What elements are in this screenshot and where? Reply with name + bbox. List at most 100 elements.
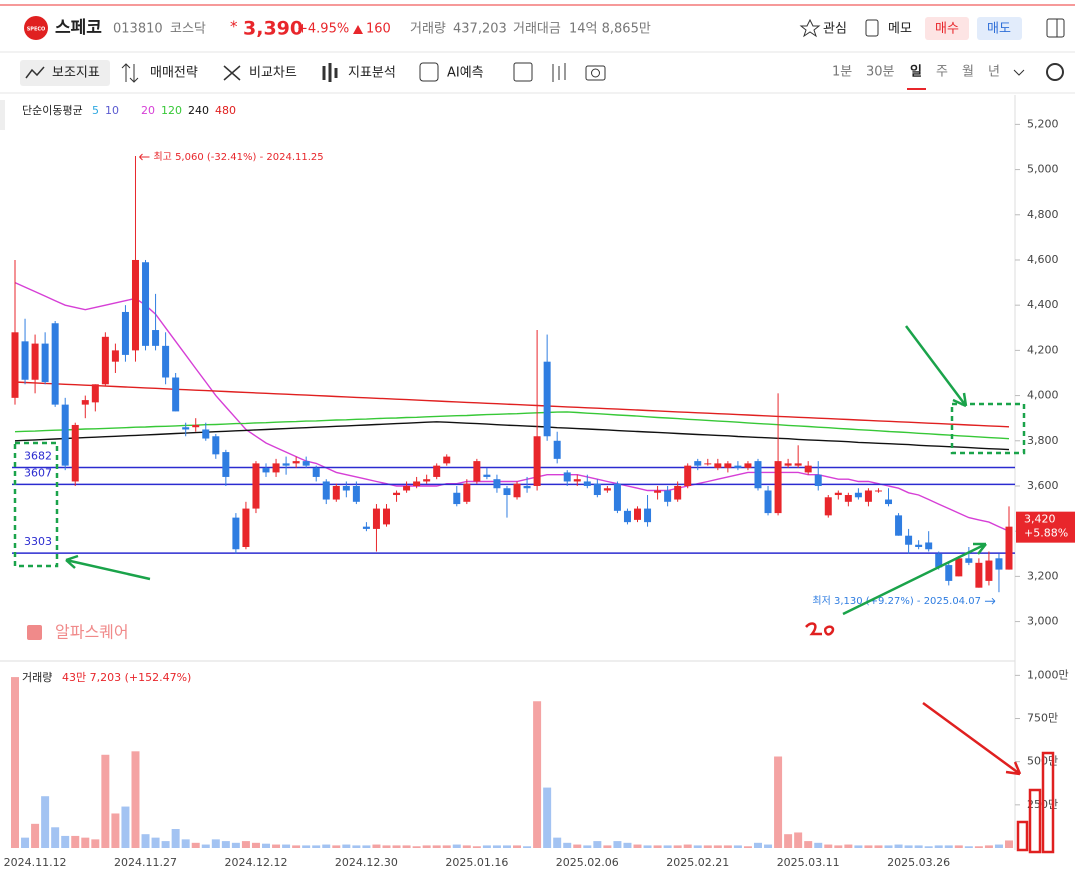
volume-bar	[563, 842, 572, 848]
volume-bar	[543, 787, 552, 848]
volume-bar	[1005, 840, 1013, 848]
volume-bar	[332, 845, 341, 848]
volume-bar	[874, 845, 883, 848]
volume-bar	[914, 845, 923, 848]
volume-bar	[573, 844, 582, 848]
toolbar-item[interactable]: 지표분석	[348, 66, 396, 81]
x-tick-label: 2024.12.30	[335, 856, 398, 869]
candle-body	[262, 467, 270, 473]
volume-bar	[964, 846, 973, 848]
candle-body	[935, 553, 943, 568]
toolbar-item[interactable]: AI예측	[447, 66, 484, 81]
volume-bar	[492, 845, 501, 848]
candle-body	[955, 558, 963, 577]
candle-body	[71, 424, 79, 482]
buy-button[interactable]: 매수	[935, 22, 959, 37]
icon	[419, 62, 439, 82]
watch-button[interactable]: 관심	[823, 22, 847, 37]
x-tick-label: 2025.02.06	[556, 856, 619, 869]
volume-bar	[884, 845, 893, 848]
volume-bar	[864, 845, 873, 848]
period[interactable]: 월	[962, 65, 974, 80]
period[interactable]: 년	[988, 65, 1000, 80]
y-tick-label: 5,000	[1027, 163, 1059, 176]
low-arrow	[984, 597, 996, 605]
volume-bar	[41, 796, 50, 848]
panel-icon[interactable]	[1046, 18, 1065, 38]
buy-button-bg[interactable]	[925, 17, 969, 40]
volume-bar	[402, 845, 411, 848]
watermark-icon	[27, 625, 42, 640]
last-price: 3,420	[1024, 513, 1056, 526]
toolbar-active-bg	[20, 60, 110, 86]
toolbar-item[interactable]: 매매전략	[150, 66, 198, 81]
x-tick-label: 2024.12.12	[224, 856, 287, 869]
candle-body	[242, 508, 250, 547]
volume-bar	[934, 845, 943, 848]
change: 160	[366, 22, 391, 37]
candle-body	[413, 481, 421, 486]
period[interactable]: 30분	[866, 65, 895, 80]
candle-body	[352, 485, 360, 502]
volume-bar	[171, 829, 180, 848]
volume-bar	[352, 845, 361, 848]
volume-bar	[412, 846, 421, 848]
toolbar-item[interactable]: 비교차트	[249, 66, 297, 81]
candle-body	[41, 343, 49, 383]
level-label: 3682	[24, 449, 52, 462]
annotation-arrow	[65, 554, 151, 581]
candle-body	[162, 345, 170, 378]
candle-body	[342, 485, 350, 491]
star-icon[interactable]	[799, 18, 821, 38]
candle-body	[131, 259, 139, 351]
period[interactable]: 주	[936, 65, 948, 80]
candle-body	[694, 461, 702, 466]
period-selected[interactable]: 일	[910, 65, 922, 80]
volume-bar	[322, 844, 331, 848]
settings-icon[interactable]	[1046, 63, 1064, 81]
candle-body	[372, 508, 380, 529]
annotation-marks	[1016, 751, 1055, 854]
volume-bar	[61, 835, 70, 848]
last-price-tag	[1016, 511, 1075, 543]
candle-icon[interactable]	[552, 63, 566, 82]
volume-bar	[312, 845, 321, 848]
sell-button[interactable]: 매도	[987, 22, 1011, 37]
y-tick-label: 4,200	[1027, 343, 1059, 356]
volume-bar	[583, 845, 592, 848]
candle-body	[543, 361, 551, 437]
sell-button-bg[interactable]	[977, 17, 1022, 40]
toolbar-item[interactable]: 보조지표	[52, 66, 100, 81]
legend-entry: 240	[188, 104, 209, 117]
volume-bar	[342, 844, 351, 848]
memo-button[interactable]: 메모	[888, 22, 912, 37]
volume-bar	[282, 844, 291, 848]
high-arrow	[139, 153, 150, 161]
volume-bar	[653, 845, 662, 848]
candle-body	[101, 336, 109, 385]
y-tick-label: 4,400	[1027, 298, 1059, 311]
period[interactable]: 1분	[832, 65, 852, 80]
candle-body	[21, 341, 29, 380]
volume-bar	[633, 844, 642, 848]
logo	[24, 16, 48, 40]
chevron[interactable]	[1013, 69, 1025, 76]
candle-body	[332, 485, 340, 500]
candle-body	[292, 461, 300, 464]
y-tick-label: 4,000	[1027, 389, 1059, 402]
camera-icon[interactable]	[585, 65, 606, 81]
candle-body	[573, 479, 581, 482]
candle-body	[1005, 526, 1013, 570]
volume-bar	[462, 845, 471, 848]
volume-bar	[593, 841, 602, 848]
volume-bar	[262, 843, 271, 848]
volume-bar	[452, 844, 461, 848]
annotation-arrow	[905, 325, 968, 408]
volume-bar	[513, 845, 522, 848]
candle-body	[583, 481, 591, 486]
draw-box-icon[interactable]	[513, 62, 533, 82]
candle-body	[31, 343, 39, 380]
volume-bar	[703, 845, 712, 848]
memo-icon[interactable]	[865, 19, 879, 37]
level-label: 3303	[24, 535, 52, 548]
